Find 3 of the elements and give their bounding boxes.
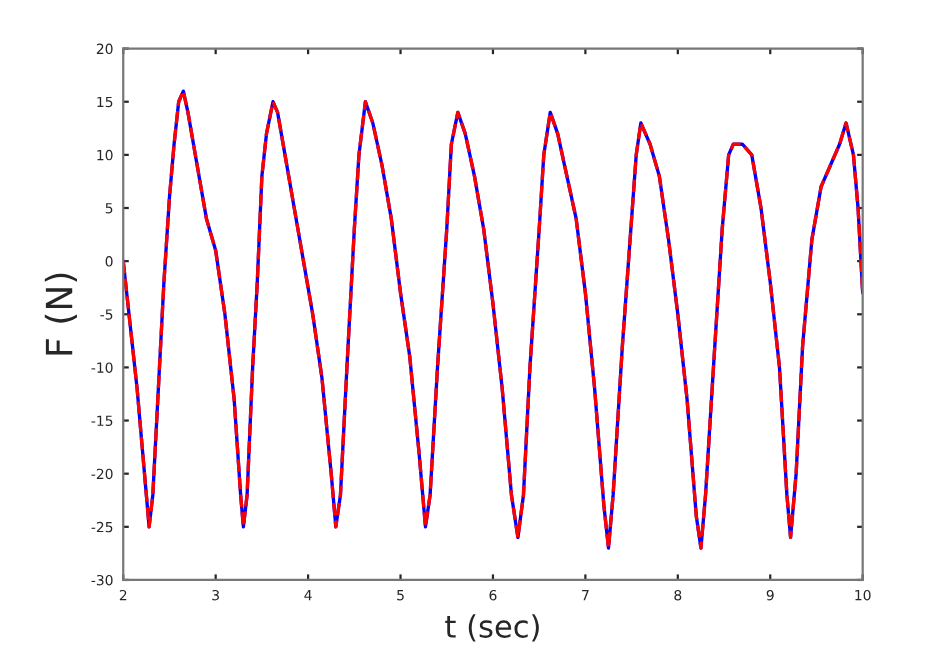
line-series: [123, 89, 863, 550]
x-axis-title: t (sec): [445, 614, 539, 642]
y-axis-title: F (N): [44, 273, 77, 355]
